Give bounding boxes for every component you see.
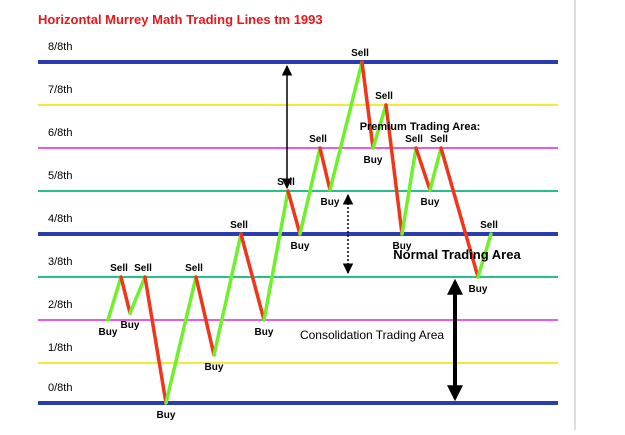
level-label: 4/8th [48,213,72,225]
point-label: Sell [185,263,203,274]
down-leg [119,275,132,315]
point-label: Buy [393,241,412,252]
level-label: 7/8th [48,84,72,96]
up-leg [262,189,290,322]
down-leg [360,60,375,150]
up-leg [212,232,243,357]
down-leg [239,232,266,322]
title: Horizontal Murrey Math Trading Lines tm … [38,12,323,27]
consolidation-box: Consolidation Trading Area [299,328,445,342]
up-leg [328,60,364,192]
down-leg [143,275,168,405]
point-label: Sell [230,220,248,231]
point-label: Buy [321,197,340,208]
up-leg [106,275,123,322]
point-label: Buy [469,284,488,295]
point-label: Sell [405,134,423,145]
point-label: Sell [430,134,448,145]
point-label: Buy [255,327,274,338]
level-label: 6/8th [48,127,72,139]
down-leg [384,103,404,236]
point-label: Buy [364,155,383,166]
point-label: Buy [121,320,140,331]
level-label: 1/8th [48,342,72,354]
point-label: Buy [99,327,118,338]
level-label: 0/8th [48,382,72,394]
point-label: Sell [309,134,327,145]
point-label: Sell [351,48,369,59]
point-label: Buy [157,410,176,421]
up-leg [400,146,418,236]
normal-label: Normal Trading Area [393,247,521,262]
point-label: Sell [375,91,393,102]
down-leg [439,146,480,279]
up-leg [476,232,493,279]
up-leg [164,275,198,405]
point-label: Sell [480,220,498,231]
down-leg [286,189,302,236]
up-leg [371,103,388,150]
up-leg [298,146,322,236]
up-leg [428,146,443,192]
level-label: 2/8th [48,299,72,311]
point-label: Buy [291,241,310,252]
point-label: Sell [110,263,128,274]
level-label: 8/8th [48,41,72,53]
level-label: 5/8th [48,170,72,182]
point-label: Buy [421,197,440,208]
point-label: Sell [277,177,295,188]
consolidation-label: Consolidation Trading Area [299,328,445,342]
up-leg [128,275,147,315]
premium-label: Premium Trading Area: [360,121,481,133]
point-label: Buy [205,362,224,373]
down-leg [194,275,216,357]
point-label: Sell [134,263,152,274]
level-label: 3/8th [48,256,72,268]
down-leg [318,146,332,192]
down-leg [414,146,432,192]
